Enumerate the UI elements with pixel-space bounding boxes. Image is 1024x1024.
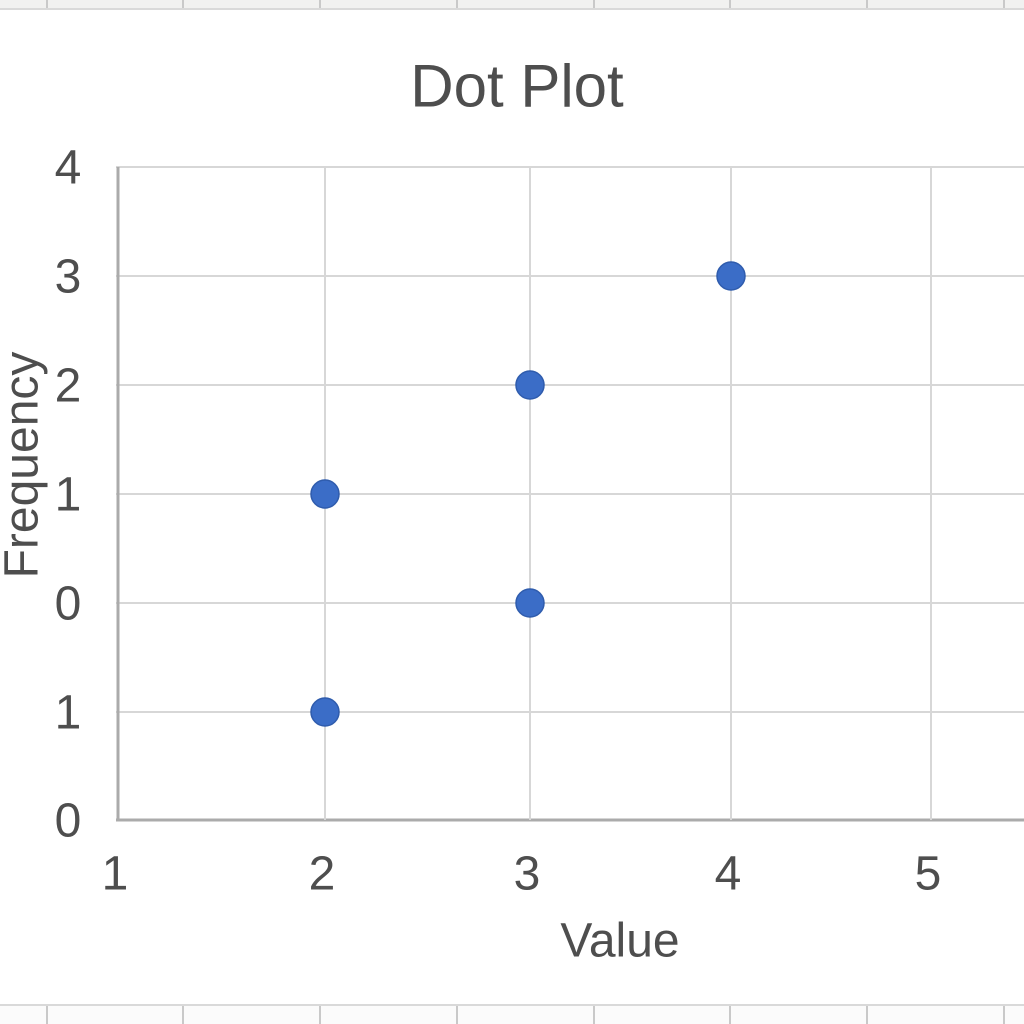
cell-border	[456, 0, 458, 9]
data-point-marker[interactable]	[515, 588, 545, 618]
y-axis-tick-label: 0	[54, 794, 82, 848]
cell-border	[729, 0, 731, 9]
cell-border	[456, 1006, 458, 1024]
x-axis-tick-label: 4	[714, 847, 742, 901]
cell-border	[182, 0, 184, 9]
y-axis-tick-label: 1	[54, 468, 82, 522]
y-axis-title[interactable]: Frequency	[0, 351, 49, 579]
data-point-marker[interactable]	[716, 261, 746, 291]
cell-border	[46, 0, 48, 9]
cell-border	[1003, 1006, 1005, 1024]
data-point-marker[interactable]	[310, 479, 340, 509]
cell-border	[866, 0, 868, 9]
y-axis-tick-label: 3	[54, 250, 82, 304]
data-point-marker[interactable]	[310, 697, 340, 727]
spreadsheet-top-row[interactable]	[0, 0, 1024, 9]
cell-border	[46, 1006, 48, 1024]
data-point-marker[interactable]	[515, 370, 545, 400]
y-axis-tick-label: 4	[54, 141, 82, 195]
x-axis-tick-label: 1	[101, 847, 129, 901]
x-axis-tick-label: 3	[513, 847, 541, 901]
cell-border	[729, 1006, 731, 1024]
cell-border	[1003, 0, 1005, 9]
spreadsheet-bottom-row-border	[0, 1004, 1024, 1006]
y-axis-tick-label: 2	[54, 359, 82, 413]
spreadsheet-top-row-border	[0, 8, 1024, 10]
x-axis-title[interactable]: Value	[560, 914, 680, 968]
cell-border	[866, 1006, 868, 1024]
spreadsheet-bottom-row[interactable]	[0, 1006, 1024, 1024]
x-axis-tick-label: 2	[308, 847, 336, 901]
cell-border	[593, 1006, 595, 1024]
x-axis-tick-label: 5	[914, 847, 942, 901]
cell-border	[319, 1006, 321, 1024]
cell-border	[319, 0, 321, 9]
cell-border	[182, 1006, 184, 1024]
cell-border	[593, 0, 595, 9]
chart-title[interactable]: Dot Plot	[410, 52, 624, 120]
y-axis-tick-label: 0	[54, 577, 82, 631]
y-axis-tick-label: 1	[54, 686, 82, 740]
